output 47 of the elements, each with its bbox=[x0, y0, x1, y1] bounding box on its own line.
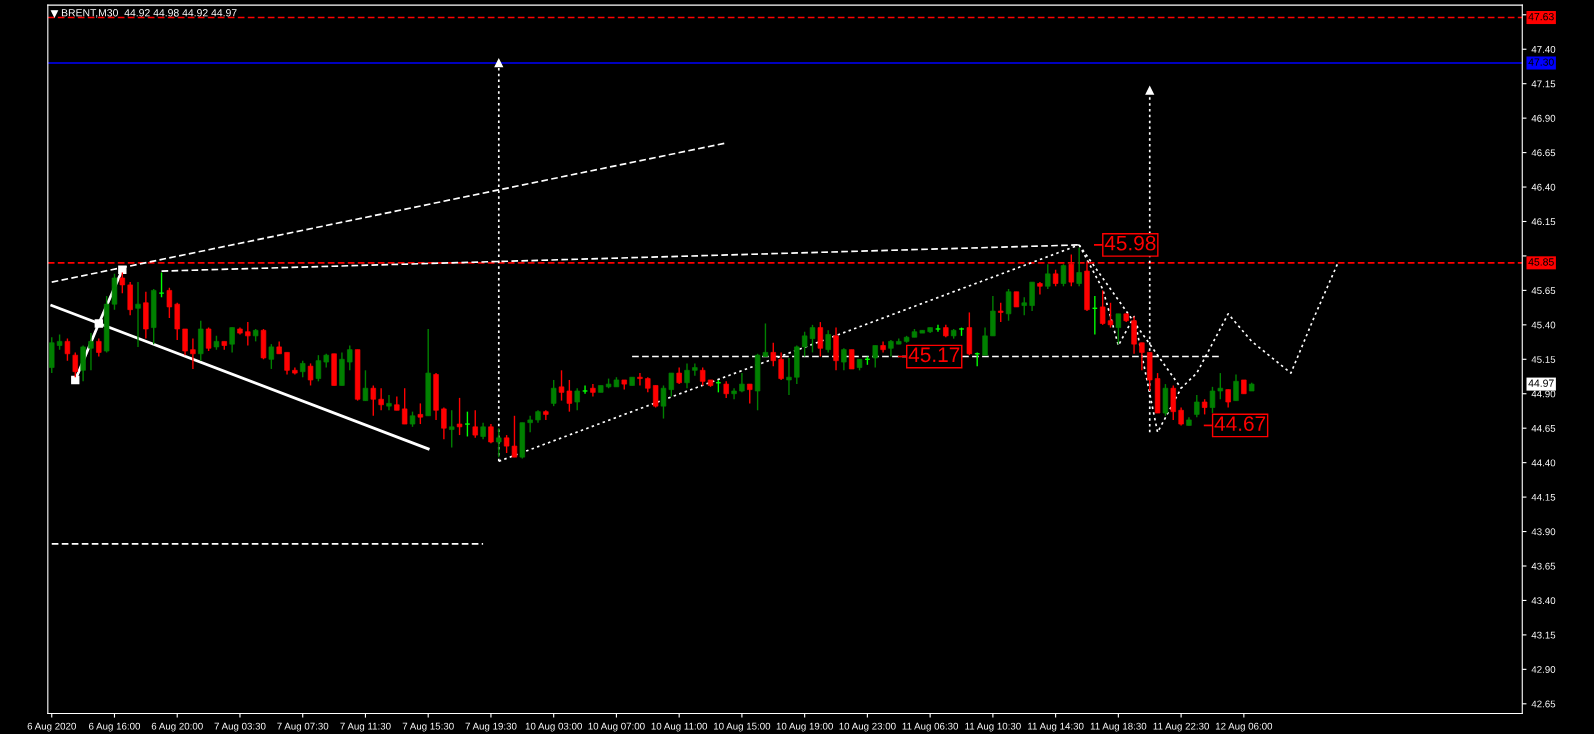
x-tick-label: 7 Aug 19:30 bbox=[465, 722, 517, 732]
y-tick-label: 46.65 bbox=[1531, 149, 1556, 157]
y-tick-label: 45.15 bbox=[1531, 356, 1556, 363]
x-tick-label: 6 Aug 2020 bbox=[27, 722, 76, 732]
ref-line-label: 45.85 bbox=[1528, 258, 1554, 266]
x-tick-label: 11 Aug 22:30 bbox=[1153, 722, 1210, 732]
y-tick-label: 45.65 bbox=[1531, 287, 1556, 295]
x-tick-label: 10 Aug 03:00 bbox=[525, 722, 582, 732]
x-tick-label: 10 Aug 19:00 bbox=[776, 722, 833, 732]
y-tick-label: 47.40 bbox=[1531, 45, 1556, 53]
x-tick-label: 7 Aug 03:30 bbox=[214, 722, 266, 732]
x-tick-label: 10 Aug 15:00 bbox=[714, 722, 771, 732]
y-tick-label: 46.90 bbox=[1531, 114, 1556, 122]
ref-line-label: 47.30 bbox=[1528, 58, 1554, 66]
x-tick-label: 11 Aug 06:30 bbox=[902, 722, 959, 732]
y-tick-label: 47.15 bbox=[1531, 80, 1556, 88]
x-tick-label: 7 Aug 15:30 bbox=[402, 722, 454, 732]
x-tick-label: 11 Aug 18:30 bbox=[1090, 722, 1147, 732]
x-tick-label: 11 Aug 10:30 bbox=[965, 722, 1021, 732]
x-tick-label: 12 Aug 06:00 bbox=[1215, 722, 1273, 732]
y-tick-label: 46.40 bbox=[1531, 183, 1556, 191]
x-tick-label: 6 Aug 16:00 bbox=[89, 722, 141, 732]
x-tick-label: 7 Aug 11:30 bbox=[340, 722, 391, 732]
x-tick-label: 11 Aug 14:30 bbox=[1028, 722, 1084, 732]
y-tick-label: 43.40 bbox=[1531, 597, 1556, 605]
text: 44.97 bbox=[1528, 379, 1554, 387]
x-tick-label: 7 Aug 07:30 bbox=[277, 722, 329, 732]
x-tick-label: 10 Aug 11:00 bbox=[651, 722, 708, 732]
y-tick-label: 44.90 bbox=[1531, 390, 1556, 398]
y-tick-label: 42.90 bbox=[1531, 666, 1556, 673]
ref-line-label: 47.63 bbox=[1528, 12, 1554, 21]
chart-title: BRENT,M30 44.92 44.98 44.92 44.97 bbox=[61, 9, 237, 18]
y-tick-label: 46.15 bbox=[1531, 218, 1556, 226]
y-tick-label: 43.15 bbox=[1531, 631, 1556, 639]
data-label: 44.67 bbox=[1214, 416, 1266, 432]
y-tick-label: 44.65 bbox=[1531, 424, 1556, 432]
data-label: 45.17 bbox=[908, 347, 960, 363]
y-tick-label: 43.65 bbox=[1531, 562, 1556, 570]
data-label: 45.98 bbox=[1104, 235, 1156, 251]
y-tick-label: 44.15 bbox=[1531, 493, 1556, 501]
y-tick-label: 44.40 bbox=[1531, 459, 1556, 467]
x-tick-label: 6 Aug 20:00 bbox=[151, 722, 203, 732]
y-tick-label: 43.90 bbox=[1531, 528, 1556, 536]
x-tick-label: 10 Aug 07:00 bbox=[588, 722, 645, 732]
y-tick-label: 42.65 bbox=[1531, 700, 1556, 708]
y-tick-label: 45.40 bbox=[1531, 321, 1556, 329]
x-tick-label: 10 Aug 23:00 bbox=[839, 722, 896, 732]
